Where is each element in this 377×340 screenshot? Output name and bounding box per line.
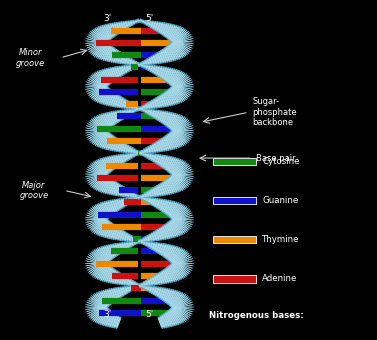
Text: Cytosine: Cytosine — [262, 157, 299, 166]
Text: 3': 3' — [103, 14, 112, 23]
Bar — [213, 197, 256, 204]
Text: Adenine: Adenine — [262, 274, 297, 283]
Text: Major
groove: Major groove — [19, 181, 49, 200]
Text: Sugar-
phosphate
backbone: Sugar- phosphate backbone — [253, 97, 297, 127]
Text: Base pair: Base pair — [256, 154, 296, 163]
Bar — [213, 236, 256, 243]
Text: Minor
groove: Minor groove — [15, 48, 45, 68]
Text: Guanine: Guanine — [262, 196, 298, 205]
Text: 3': 3' — [103, 310, 112, 319]
Text: Thymine: Thymine — [262, 235, 299, 244]
Bar — [213, 275, 256, 283]
Text: 5': 5' — [145, 310, 153, 319]
Bar — [213, 158, 256, 165]
Text: 5': 5' — [145, 14, 153, 23]
Text: Nitrogenous bases:: Nitrogenous bases: — [209, 311, 304, 320]
